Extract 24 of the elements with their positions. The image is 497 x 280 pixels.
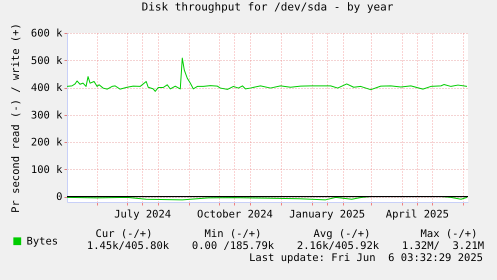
y-tick-label: 100 k xyxy=(30,164,64,176)
y-tick-label: 300 k xyxy=(30,109,64,122)
text: 2.16k/405.92k xyxy=(296,240,380,252)
x-tick-label: January 2025 xyxy=(289,208,366,220)
y-tick-label: 400 k xyxy=(30,82,64,94)
text: Max (-/+) xyxy=(420,228,478,240)
text: Last update: Fri Jun 6 03:32:29 2025 xyxy=(249,252,483,264)
y-tick-label: 0 xyxy=(56,191,62,204)
line-series xyxy=(67,58,468,92)
y-tick-label: 600 k xyxy=(30,28,64,40)
text: 0.00 /185.79k xyxy=(192,240,274,252)
y-axis-title: Pr second read (-) / write (+) xyxy=(10,23,22,213)
text: 1.45k/405.80k xyxy=(86,240,170,252)
text: Cur (-/+) xyxy=(96,228,152,240)
text: Avg (-/+) xyxy=(314,228,370,240)
chart-title: Disk throughput for /dev/sda - by year xyxy=(142,0,394,14)
x-tick-label: October 2024 xyxy=(196,208,273,220)
legend-label: Bytes xyxy=(26,235,58,248)
y-tick-label: 500 k xyxy=(30,54,64,67)
y-tick-label: 200 k xyxy=(30,136,64,149)
x-tick-label: July 2024 xyxy=(114,208,172,220)
text: Min (-/+) xyxy=(204,228,262,240)
text: 1.32M/ 3.21M xyxy=(402,240,484,252)
x-tick-label: April 2025 xyxy=(386,208,449,220)
